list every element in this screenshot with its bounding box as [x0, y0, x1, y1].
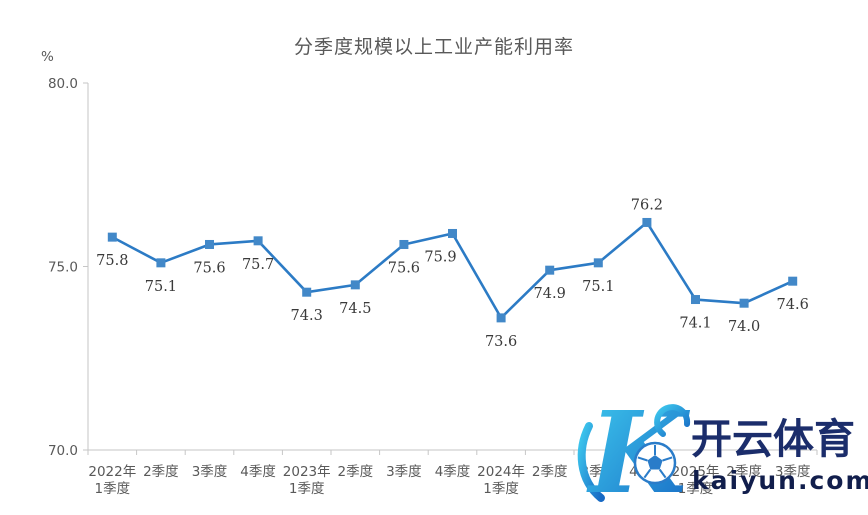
data-point-marker: [399, 239, 409, 249]
data-point-marker: [545, 265, 555, 275]
watermark-logo: K 开云体育 kaiyun.com: [577, 388, 868, 515]
data-point-marker: [302, 287, 312, 297]
data-point-marker: [253, 236, 263, 246]
data-point-label: 74.3: [291, 308, 323, 324]
data-point-label: 76.2: [631, 197, 663, 213]
data-point-label: 74.1: [679, 316, 711, 332]
logo-curl-icon: [654, 404, 691, 437]
x-tick-label: 2季度: [143, 464, 179, 480]
data-point-label: 75.7: [242, 257, 274, 273]
watermark-brand-text: 开云体育: [691, 415, 855, 463]
x-tick-label: 2季度: [338, 464, 374, 480]
x-tick-label: 2023年 1季度: [283, 464, 331, 497]
chart-title: 分季度规模以上工业产能利用率: [293, 36, 574, 58]
data-point-marker: [593, 258, 603, 268]
x-tick-label: 3季度: [192, 464, 228, 480]
data-point-label: 75.9: [424, 249, 456, 265]
x-tick-label: 4季度: [435, 464, 471, 480]
watermark-domain-text: kaiyun.com: [692, 466, 868, 495]
data-point-marker: [107, 232, 117, 242]
data-point-marker: [350, 280, 360, 290]
data-point-label: 74.9: [534, 286, 566, 302]
data-point-label: 73.6: [485, 334, 517, 350]
data-point-marker: [496, 313, 506, 323]
x-tick-label: 2季度: [532, 464, 568, 480]
data-point-marker: [205, 239, 214, 249]
data-point-label: 75.1: [145, 279, 177, 295]
y-tick-label: 80.0: [48, 76, 78, 92]
data-point-label: 74.6: [777, 297, 809, 313]
x-tick-label: 2025年 1季度: [672, 464, 720, 497]
x-tick-label: 2024年 1季度: [477, 464, 525, 497]
x-tick-label: 4季度: [240, 464, 276, 480]
x-tick-label: 2季度: [726, 464, 762, 480]
y-axis-unit-label: %: [41, 49, 54, 65]
x-tick-label: 3季度: [386, 464, 422, 480]
data-point-marker: [642, 217, 652, 227]
y-tick-label: 70.0: [48, 443, 78, 459]
logo-wave: [577, 422, 605, 502]
data-point-marker: [448, 228, 457, 238]
data-point-label: 75.1: [582, 279, 614, 295]
data-point-marker: [691, 295, 700, 305]
soccer-ball-icon: [633, 441, 677, 485]
data-point-marker: [156, 258, 166, 268]
data-point-label: 75.6: [193, 260, 225, 276]
data-point-label: 75.8: [96, 253, 128, 269]
data-point-marker: [788, 276, 798, 286]
data-point-label: 74.0: [728, 319, 760, 335]
data-point-label: 75.6: [388, 260, 420, 276]
y-tick-label: 75.0: [48, 260, 78, 276]
x-tick-label: 3季度: [775, 464, 811, 480]
data-point-label: 74.5: [339, 301, 371, 317]
watermark-kaiyun: K 开云体育 kaiyun.com: [575, 388, 868, 515]
x-tick-label: 2022年 1季度: [88, 464, 136, 497]
data-point-marker: [739, 298, 749, 308]
